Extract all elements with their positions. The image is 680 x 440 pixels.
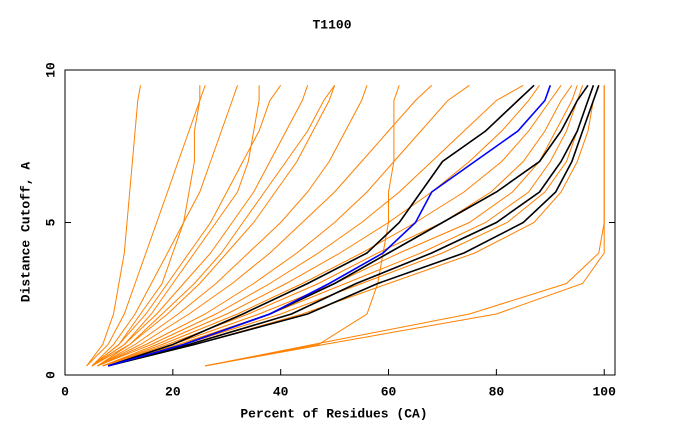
series-line [97,84,470,367]
series-line [107,85,600,367]
y-axis-label: Distance Cutoff, A [18,162,33,303]
series-line [97,84,524,367]
series-line [107,84,535,367]
series-line [86,85,141,367]
x-tick-label: 60 [381,384,397,399]
series-line [97,85,336,367]
x-tick-label: 40 [273,384,289,399]
series-line [91,85,260,367]
x-tick-label: 0 [61,384,69,399]
series-line [205,85,605,367]
x-tick-label: 80 [489,384,505,399]
series-line [91,85,282,367]
series-line [91,85,336,367]
y-tick-label: 5 [43,218,58,226]
series-line [102,85,578,367]
series-line [107,85,595,367]
series-line [86,85,206,367]
series-line [91,85,309,367]
y-tick-label: 0 [43,371,58,379]
series-line [107,85,552,367]
chart-title: T1100 [312,17,351,32]
series-line [97,85,368,367]
series-line [97,84,433,367]
x-axis-label: Percent of Residues (CA) [240,406,427,421]
x-tick-label: 100 [593,384,617,399]
series-line [205,85,400,367]
x-tick-label: 20 [165,384,181,399]
series-line [107,85,600,367]
series-line [91,85,201,367]
y-tick-label: 10 [43,62,58,78]
